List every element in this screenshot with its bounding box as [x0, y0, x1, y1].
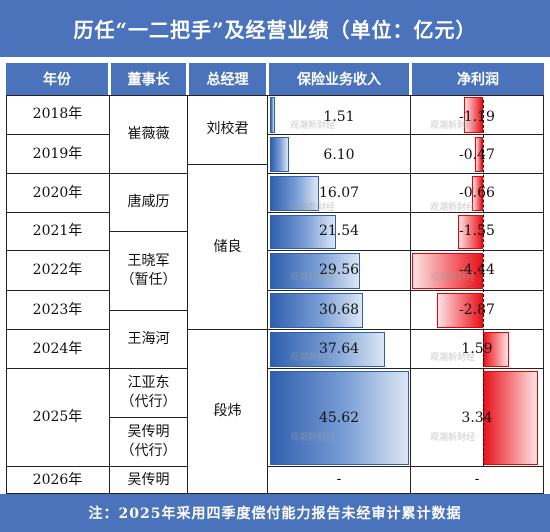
year-cell: 2021年: [6, 213, 110, 251]
revenue-cell: [268, 95, 411, 135]
revenue-cell: [268, 369, 411, 467]
profit-cell: [411, 330, 544, 369]
watermark-text: 观潮新财经: [430, 433, 476, 443]
profit-value: 3.34: [461, 410, 493, 426]
header-chairman: 董事长: [111, 63, 186, 95]
revenue-cell: [268, 251, 411, 291]
year-cell: 2023年: [6, 291, 110, 330]
revenue-value: 21.54: [318, 223, 360, 239]
revenue-bar: [270, 137, 289, 172]
revenue-value: 6.10: [323, 147, 355, 163]
chairman-cell: 王海河: [110, 311, 188, 369]
year-cell: 2022年: [6, 251, 110, 291]
watermark-text: 观潮新财经: [290, 353, 336, 363]
profit-bar: [463, 97, 483, 133]
watermark-text: 观潮新财经: [290, 433, 336, 443]
profit-zero-axis: [483, 100, 484, 466]
watermark-text: 观潮新财经: [430, 273, 476, 283]
revenue-bar: [270, 176, 319, 211]
profit-bar: [437, 293, 483, 328]
year-cell: 2019年: [6, 135, 110, 174]
revenue-cell: [268, 174, 411, 213]
revenue-cell: [268, 330, 411, 369]
watermark-text: 观潮新财经: [290, 121, 336, 131]
gm-cell: 刘校君: [188, 95, 268, 165]
revenue-value: 16.07: [318, 185, 360, 201]
revenue-bar: [270, 293, 364, 328]
header-year: 年份: [6, 63, 108, 95]
gm-cell: 段炜: [188, 330, 268, 494]
table-footnote: 注：2025年采用四季度偿付能力报告未经审计累计数据: [0, 494, 550, 532]
revenue-bar: [270, 371, 409, 465]
profit-bar: [472, 176, 483, 211]
revenue-cell: [268, 291, 411, 330]
watermark-text: 观潮新财经: [430, 203, 476, 213]
revenue-value: 29.56: [318, 262, 360, 278]
profit-bar: [475, 137, 483, 172]
profit-cell: [411, 213, 544, 251]
profit-value: -: [474, 471, 480, 487]
revenue-bar: [270, 215, 336, 249]
revenue-bar: [270, 97, 275, 133]
revenue-bar: [270, 332, 385, 367]
watermark-text: 观潮新财经: [290, 273, 336, 283]
profit-cell: [411, 251, 544, 291]
revenue-value: 45.62: [318, 410, 360, 426]
profit-bar: [412, 253, 483, 289]
profit-cell: [411, 291, 544, 330]
revenue-value: 1.51: [323, 109, 355, 125]
profit-value: -1.55: [459, 223, 495, 239]
year-cell: 2020年: [6, 174, 110, 213]
revenue-bar: [270, 253, 361, 289]
chairman-cell: 吴传明 （代行）: [110, 418, 188, 467]
profit-value: -0.66: [459, 185, 495, 201]
chairman-cell: 崔薇薇: [110, 95, 188, 174]
profit-value: -4.44: [459, 262, 495, 278]
profit-value: -1.19: [459, 109, 495, 125]
gm-cell: 储良: [188, 165, 268, 330]
profit-value: -0.47: [459, 147, 495, 163]
header-profit: 净利润: [412, 63, 544, 95]
chairman-cell: 江亚东 （代行）: [110, 369, 188, 418]
year-cell: 2018年: [6, 95, 110, 135]
chairman-cell: 吴传明: [110, 467, 188, 494]
profit-cell: [411, 369, 544, 467]
profit-bar: [458, 215, 483, 249]
watermark-text: 观潮新财经: [430, 353, 476, 363]
year-cell: 2024年: [6, 330, 110, 369]
profit-value: -2.87: [459, 302, 495, 318]
profit-cell: [411, 135, 544, 174]
revenue-cell: [268, 213, 411, 251]
profit-cell: [411, 174, 544, 213]
year-cell: 2025年: [6, 369, 110, 467]
header-gm: 总经理: [189, 63, 266, 95]
revenue-value: 37.64: [318, 341, 360, 357]
revenue-cell: [268, 467, 411, 494]
revenue-cell: [268, 135, 411, 174]
watermark-text: 观潮新财经: [430, 121, 476, 131]
year-cell: 2026年: [6, 467, 110, 494]
chairman-cell: 唐咸历: [110, 174, 188, 232]
header-revenue: 保险业务收入: [269, 63, 409, 95]
chairman-cell: 王晓军 （暂任）: [110, 232, 188, 311]
watermark-text: 观潮新财经: [290, 203, 336, 213]
profit-cell: [411, 467, 544, 494]
profit-value: 1.59: [461, 341, 493, 357]
profit-cell: [411, 95, 544, 135]
profit-bar: [483, 332, 510, 367]
table-title: 历任“一二把手”及经营业绩（单位：亿元）: [0, 0, 550, 57]
revenue-value: 30.68: [318, 302, 360, 318]
revenue-value: -: [336, 471, 342, 487]
